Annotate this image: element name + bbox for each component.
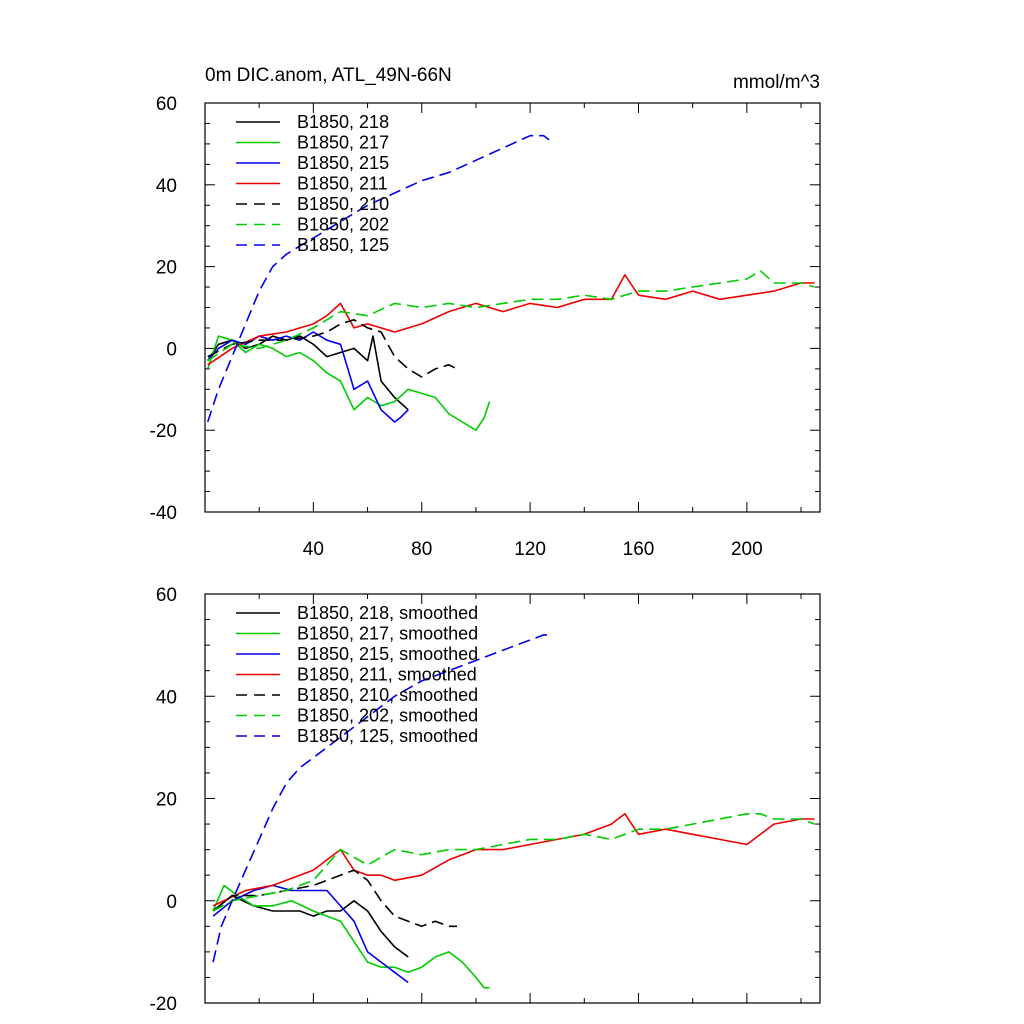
series-line-5	[207, 318, 458, 378]
y-tick-label: -20	[150, 421, 177, 442]
series-line-7	[206, 134, 550, 423]
y-tick-label: 20	[156, 258, 177, 279]
series-line-6	[212, 812, 815, 912]
x-tick-label: 160	[623, 539, 655, 560]
y-tick-label: 0	[166, 339, 177, 360]
legend-label: B1850, 211, smoothed	[297, 665, 477, 685]
x-tick-label: 200	[731, 539, 763, 560]
series-line-3	[212, 884, 409, 984]
units-label: mmol/m^3	[733, 72, 820, 93]
y-tick-label: 0	[166, 892, 177, 913]
series-line-4	[207, 273, 815, 366]
legend-label: B1850, 202, smoothed	[297, 706, 478, 726]
legend-label: B1850, 125	[297, 235, 389, 255]
legend-label: B1850, 215, smoothed	[297, 644, 478, 664]
series-line-7	[212, 634, 550, 963]
legend-label: B1850, 217, smoothed	[297, 624, 478, 644]
legend-label: B1850, 125, smoothed	[297, 726, 478, 746]
series-line-1	[212, 894, 409, 958]
series-line-1	[207, 335, 409, 411]
chart-title: 0m DIC.anom, ATL_49N-66N	[205, 65, 452, 86]
y-tick-label: 40	[156, 687, 177, 708]
y-tick-label: 20	[156, 790, 177, 811]
series-group	[212, 634, 815, 989]
legend-label: B1850, 202	[297, 215, 389, 235]
y-tick-label: 40	[156, 176, 177, 197]
panel-1: 40 80 120 160 200 -40 -20 0 20 40 60 0m DIC.anom, A…	[150, 65, 821, 560]
legend-label: B1850, 211	[297, 174, 388, 194]
legend-label: B1850, 210	[297, 194, 389, 214]
y-tick-label: -40	[150, 503, 177, 524]
y-tick-label: -20	[150, 994, 177, 1015]
x-tick-label: 40	[303, 539, 324, 560]
x-tick-label: 120	[514, 539, 546, 560]
series-line-2	[206, 335, 491, 432]
series-group	[206, 134, 815, 432]
y-tick-label: 60	[156, 94, 177, 115]
series-line-2	[212, 884, 490, 989]
legend-label: B1850, 217	[297, 133, 389, 153]
legend-label: B1850, 218, smoothed	[297, 603, 478, 623]
legend-label: B1850, 215	[297, 153, 389, 173]
y-tick-label: 60	[156, 585, 177, 606]
series-line-6	[207, 269, 815, 362]
x-tick-label: 80	[411, 539, 432, 560]
legend-label: B1850, 218	[297, 112, 389, 132]
legend-label: B1850, 210, smoothed	[297, 685, 478, 705]
series-line-4	[212, 812, 815, 907]
